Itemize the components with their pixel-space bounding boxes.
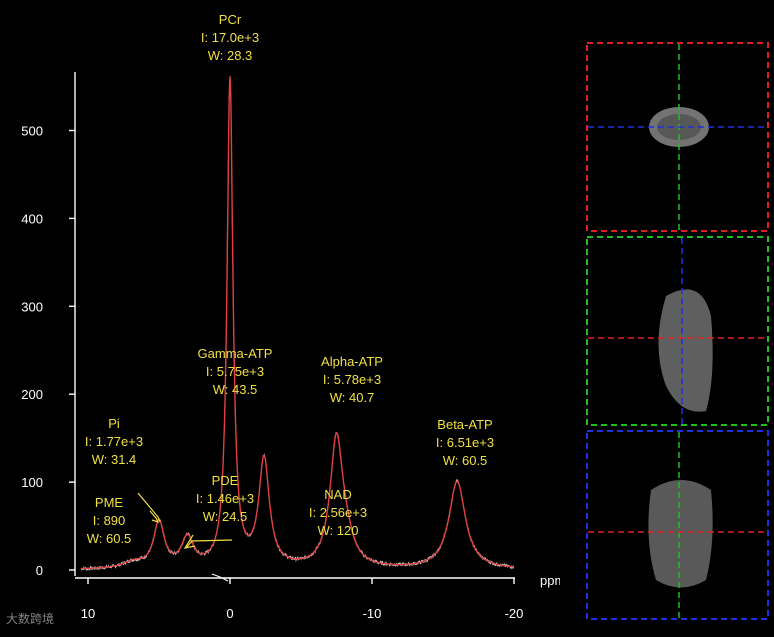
localizer-axial bbox=[586, 42, 769, 232]
peak-label-pme: PME bbox=[95, 495, 124, 510]
coronal-slice-image bbox=[648, 480, 713, 588]
peak-label-beta-atp: Beta-ATP bbox=[437, 417, 492, 432]
y-axis: 0 100 200 300 400 500 bbox=[21, 72, 76, 578]
y-tick-label: 0 bbox=[36, 563, 43, 578]
peak-label-alpha-atp: Alpha-ATP bbox=[321, 354, 383, 369]
peak-label-alpha-atp: W: 40.7 bbox=[330, 390, 375, 405]
x-tick-label: -20 bbox=[505, 606, 524, 621]
x-tick-label: -10 bbox=[363, 606, 382, 621]
y-tick-label: 500 bbox=[21, 124, 43, 139]
peak-label-gamma-atp: I: 5.75e+3 bbox=[206, 364, 264, 379]
x-axis: 10 0 -10 -20 ppm bbox=[75, 573, 560, 621]
spectrum-line bbox=[80, 76, 515, 572]
y-tick-label: 400 bbox=[21, 211, 43, 226]
peak-label-pcr: W: 28.3 bbox=[208, 48, 253, 63]
x-tick-label: 0 bbox=[226, 606, 233, 621]
pde-arrow-head bbox=[183, 534, 196, 549]
peak-label-pi: I: 1.77e+3 bbox=[85, 434, 143, 449]
y-tick-label: 300 bbox=[21, 299, 43, 314]
pde-arrow bbox=[185, 539, 233, 549]
localizer-coronal bbox=[586, 430, 769, 620]
peak-label-gamma-atp: Gamma-ATP bbox=[198, 346, 273, 361]
peak-label-pi: Pi bbox=[108, 416, 120, 431]
peak-label-pcr: PCr bbox=[219, 12, 242, 27]
watermark: 大数跨境 bbox=[6, 612, 55, 626]
spectrum-traces bbox=[80, 76, 515, 572]
peak-label-pde: I: 1.46e+3 bbox=[196, 491, 254, 506]
peak-label-gamma-atp: W: 43.5 bbox=[213, 382, 258, 397]
sagittal-frame bbox=[586, 236, 769, 426]
x-axis-label: ppm bbox=[540, 573, 560, 588]
x-tick-label: 10 bbox=[81, 606, 95, 621]
fitted-line bbox=[80, 76, 514, 570]
peak-label-alpha-atp: I: 5.78e+3 bbox=[323, 372, 381, 387]
axial-frame bbox=[586, 42, 769, 232]
y-tick-label: 200 bbox=[21, 387, 43, 402]
peak-label-nad: W: 120 bbox=[318, 523, 359, 538]
peak-label-nad: I: 2.56e+3 bbox=[309, 505, 367, 520]
peak-label-pcr: I: 17.0e+3 bbox=[201, 30, 259, 45]
peak-label-pme: W: 60.5 bbox=[87, 531, 132, 546]
baseline-arrow bbox=[211, 573, 229, 582]
peak-label-pme: I: 890 bbox=[93, 513, 126, 528]
peak-label-nad: NAD bbox=[324, 487, 351, 502]
peak-label-pde: W: 24.5 bbox=[203, 509, 248, 524]
peak-label-pi: W: 31.4 bbox=[92, 452, 137, 467]
peak-label-pde: PDE bbox=[212, 473, 239, 488]
peak-annotations: PCr I: 17.0e+3 W: 28.3 Gamma-ATP I: 5.75e+3 W… bbox=[85, 12, 494, 546]
sagittal-slice-image bbox=[658, 289, 713, 412]
peak-label-beta-atp: I: 6.51e+3 bbox=[436, 435, 494, 450]
localizer-sagittal bbox=[586, 236, 769, 426]
pme-arrow bbox=[137, 492, 161, 523]
annotation-arrows bbox=[137, 492, 233, 582]
coronal-frame bbox=[586, 430, 769, 620]
pme-arrow-head bbox=[149, 510, 160, 524]
peak-label-beta-atp: W: 60.5 bbox=[443, 453, 488, 468]
y-tick-label: 100 bbox=[21, 475, 43, 490]
